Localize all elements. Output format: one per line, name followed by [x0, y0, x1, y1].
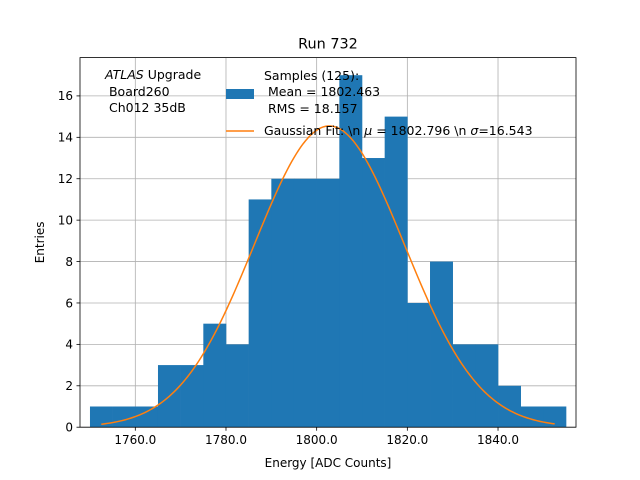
- histogram-bar: [475, 344, 499, 428]
- y-axis-label: Entries: [33, 222, 47, 264]
- legend-fit-label: Gaussian Fit: \n μ = 1802.796 \n σ=16.54…: [264, 123, 533, 138]
- x-tick-label: 1780.0: [205, 433, 247, 447]
- y-tick-label: 6: [65, 296, 73, 310]
- histogram-bar: [203, 323, 227, 428]
- legend-fit-mu: μ: [363, 123, 372, 138]
- annotation-line-1: ATLAS Upgrade: [104, 67, 201, 82]
- y-tick-label: 8: [65, 255, 73, 269]
- legend-fit-mu-value: = 1802.796 \n: [372, 123, 470, 138]
- x-axis-label: Energy [ADC Counts]: [265, 456, 392, 470]
- y-tick-label: 16: [58, 89, 73, 103]
- y-axis-ticks: 0 2 4 6 8 10 12 14 16: [58, 89, 80, 435]
- legend-fit-sigma-value: =16.543: [478, 123, 532, 138]
- legend-fit-prefix: Gaussian Fit: \n: [264, 123, 364, 138]
- histogram-bar: [543, 406, 567, 428]
- chart-title: Run 732: [298, 37, 358, 53]
- legend: Samples (125): Mean = 1802.463 RMS = 18.…: [226, 68, 533, 138]
- legend-fit-sigma: σ: [470, 123, 479, 138]
- histogram-bar: [135, 406, 159, 428]
- y-tick-label: 4: [65, 338, 73, 352]
- axes-frame: [79, 57, 577, 428]
- x-tick-label: 1840.0: [477, 433, 519, 447]
- x-tick-label: 1760.0: [114, 433, 156, 447]
- y-tick-label: 2: [65, 379, 73, 393]
- y-tick-label: 12: [58, 172, 73, 186]
- annotation-atlas-text: ATLAS: [104, 67, 144, 82]
- annotation-upgrade-text: Upgrade: [144, 67, 202, 82]
- x-axis-ticks: 1760.0 1780.0 1800.0 1820.0 1840.0: [114, 427, 519, 447]
- legend-hist-label-2: Mean = 1802.463: [264, 84, 380, 99]
- legend-hist-swatch: [226, 89, 254, 99]
- x-tick-label: 1800.0: [296, 433, 338, 447]
- legend-hist-label-1: Samples (125):: [264, 68, 359, 83]
- annotation-channel: Ch012 35dB: [105, 100, 186, 115]
- histogram-bar: [180, 365, 204, 428]
- histogram-bar: [248, 199, 272, 428]
- atlas-annotation: ATLAS Upgrade Board260 Ch012 35dB: [104, 67, 201, 115]
- histogram-bar: [498, 385, 521, 428]
- histogram-bar: [271, 178, 295, 428]
- histogram-bar: [407, 302, 431, 428]
- histogram-bar: [362, 158, 385, 428]
- histogram-bar: [384, 116, 408, 428]
- y-tick-label: 0: [65, 421, 73, 435]
- histogram-bar: [339, 75, 363, 428]
- histogram-bar: [293, 178, 317, 428]
- histogram-bar: [430, 261, 453, 428]
- histogram-bar: [316, 178, 340, 428]
- gaussian-fit: [101, 125, 555, 425]
- histogram-bar: [112, 406, 136, 428]
- x-tick-label: 1820.0: [386, 433, 428, 447]
- legend-hist-label-3: RMS = 18.157: [264, 101, 358, 116]
- annotation-board: Board260: [105, 84, 170, 99]
- histogram-bar: [452, 344, 476, 428]
- y-tick-label: 14: [58, 131, 73, 145]
- histogram-bar: [225, 344, 249, 428]
- histogram-bar: [89, 406, 113, 428]
- y-tick-label: 10: [58, 213, 73, 227]
- gaussian-fit-curve: [101, 125, 555, 425]
- histogram-bar: [520, 406, 544, 428]
- histogram-bars: [89, 75, 567, 428]
